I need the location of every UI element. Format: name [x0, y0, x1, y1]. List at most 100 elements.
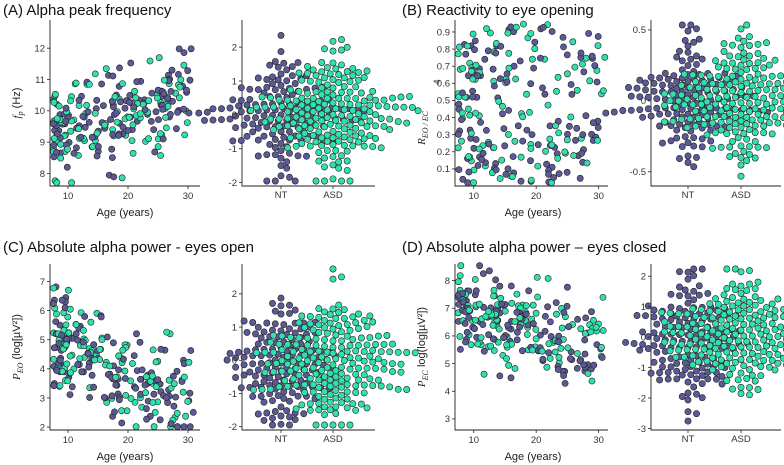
swarm-point-asd	[774, 119, 782, 127]
swarm-point-nt	[673, 134, 681, 142]
swarm-point-asd	[295, 87, 303, 95]
swarm-point-asd	[737, 315, 745, 323]
scatter-point-nt	[159, 135, 167, 143]
swarm-point-asd	[343, 381, 351, 388]
y-tick-label: 0.9	[437, 27, 450, 38]
swarm-point-asd	[335, 122, 343, 130]
scatter-point-asd	[457, 262, 465, 270]
swarm-point-asd	[278, 332, 286, 340]
swarm-point-asd	[751, 105, 759, 113]
panel-b-extra-label: 4	[432, 79, 443, 84]
swarm-point-nt	[704, 375, 712, 383]
swarm-point-asd	[326, 319, 334, 327]
scatter-point-nt	[498, 300, 505, 308]
swarm-point-nt	[240, 121, 248, 129]
swarm-point-nt	[656, 74, 664, 82]
y-tick-label: 0.1	[437, 164, 450, 175]
scatter-point-nt	[167, 88, 175, 95]
swarm-point-asd	[295, 69, 303, 77]
swarm-point-nt	[653, 104, 661, 112]
swarm-point-asd	[332, 147, 340, 155]
swarm-point-nt	[257, 359, 265, 367]
scatter-point-asd	[454, 278, 462, 286]
swarm-point-asd	[292, 381, 300, 389]
scatter-point-nt	[74, 360, 82, 368]
swarm-point-asd	[746, 42, 753, 49]
swarm-point-asd	[329, 175, 337, 183]
swarm-point-asd	[346, 342, 354, 350]
scatter-point-nt	[108, 145, 116, 153]
scatter-point-asd	[64, 145, 71, 153]
swarm-point-nt	[237, 137, 245, 145]
swarm-point-asd	[352, 389, 360, 396]
scatter-point-asd	[64, 377, 72, 385]
swarm-point-nt	[303, 152, 310, 160]
swarm-point-asd	[675, 323, 683, 330]
swarm-point-asd	[363, 123, 371, 131]
scatter-point-nt	[72, 330, 80, 338]
scatter-point-nt	[180, 105, 187, 113]
swarm-point-asd	[321, 123, 328, 131]
swarm-point-asd	[292, 341, 300, 349]
swarm-point-asd	[309, 108, 317, 116]
swarm-point-asd	[355, 354, 362, 362]
panel-d-cat-nt: NT	[682, 434, 695, 445]
swarm-point-asd	[712, 57, 719, 65]
scatter-point-asd	[80, 327, 87, 334]
swarm-point-nt	[684, 62, 692, 70]
scatter-point-nt	[476, 262, 483, 270]
scatter-point-nt	[588, 52, 596, 60]
swarm-point-asd	[360, 381, 368, 389]
swarm-point-asd	[737, 110, 745, 118]
y-tick-label: 3	[445, 414, 450, 425]
swarm-point-asd	[754, 344, 762, 351]
scatter-point-nt	[482, 126, 490, 134]
swarm-point-asd	[301, 389, 309, 396]
x-tick-label: 10	[468, 191, 479, 202]
swarm-point-asd	[312, 421, 320, 429]
scatter-point-asd	[505, 49, 513, 57]
swarm-point-asd	[329, 37, 337, 45]
panel-c-xlabel: Age (years)	[97, 451, 154, 463]
swarm-point-asd	[680, 70, 688, 78]
scatter-point-nt	[189, 408, 197, 416]
swarm-point-asd	[309, 354, 317, 362]
scatter-point-nt	[468, 93, 476, 101]
scatter-point-asd	[464, 105, 472, 113]
scatter-point-asd	[533, 273, 541, 281]
y-tick-label: 1	[232, 76, 237, 87]
scatter-point-asd	[471, 316, 479, 324]
scatter-point-asd	[131, 87, 138, 95]
swarm-point-asd	[338, 337, 345, 345]
swarm-point-asd	[689, 319, 697, 327]
swarm-point-asd	[318, 84, 326, 92]
swarm-point-asd	[686, 340, 694, 348]
scatter-point-nt	[528, 131, 536, 138]
scatter-point-nt	[574, 315, 581, 323]
scatter-point-nt	[497, 43, 505, 50]
swarm-point-asd	[321, 403, 328, 411]
swarm-point-asd	[267, 115, 275, 123]
swarm-point-nt	[704, 289, 712, 297]
scatter-point-asd	[561, 148, 569, 156]
swarm-point-nt	[254, 366, 262, 374]
swarm-point-nt	[684, 268, 692, 276]
swarm-point-asd	[723, 377, 731, 385]
scatter-point-nt	[185, 109, 193, 117]
panel-b-swarm-points	[602, 21, 784, 180]
swarm-point-asd	[338, 112, 345, 119]
swarm-point-nt	[653, 348, 661, 356]
swarm-point-asd	[340, 357, 348, 364]
swarm-point-asd	[760, 122, 768, 130]
swarm-point-nt	[254, 152, 262, 160]
swarm-point-asd	[326, 398, 334, 406]
swarm-point-asd	[754, 99, 762, 106]
swarm-point-asd	[355, 138, 362, 146]
swarm-point-nt	[286, 173, 293, 181]
swarm-point-asd	[737, 343, 745, 351]
swarm-point-asd	[343, 332, 351, 340]
swarm-point-nt	[249, 128, 257, 136]
swarm-point-asd	[360, 113, 368, 121]
